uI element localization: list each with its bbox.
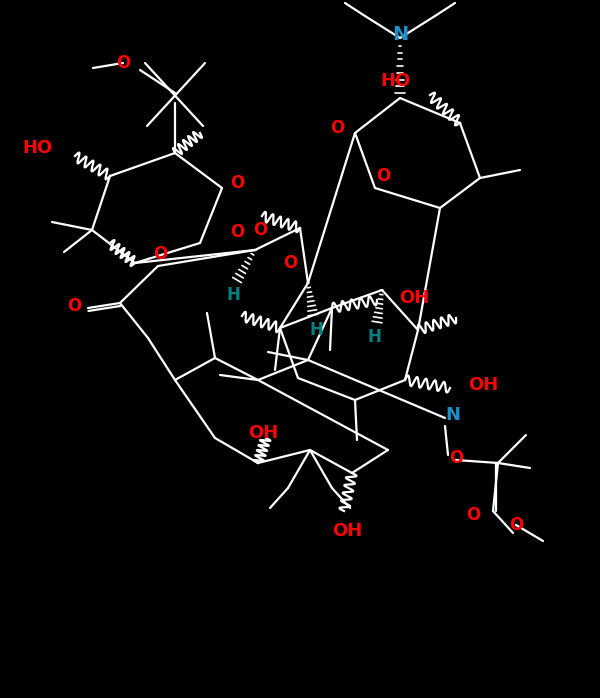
Text: O: O [449,449,463,467]
Text: O: O [153,245,167,263]
Text: O: O [230,223,244,241]
Text: O: O [376,167,390,185]
Text: HO: HO [23,139,53,157]
Text: O: O [253,221,267,239]
Text: O: O [116,54,130,72]
Text: HO: HO [380,72,410,90]
Text: O: O [283,254,297,272]
Text: O: O [509,516,523,534]
Text: O: O [466,506,480,524]
Text: O: O [67,297,81,315]
Text: OH: OH [468,376,498,394]
Text: N: N [445,406,461,424]
Text: OH: OH [248,424,278,442]
Text: OH: OH [332,522,362,540]
Text: H: H [367,328,381,346]
Text: H: H [226,286,240,304]
Text: H: H [309,321,323,339]
Text: O: O [230,174,244,192]
Text: O: O [330,119,344,137]
Text: N: N [392,26,408,45]
Text: OH: OH [399,289,429,307]
